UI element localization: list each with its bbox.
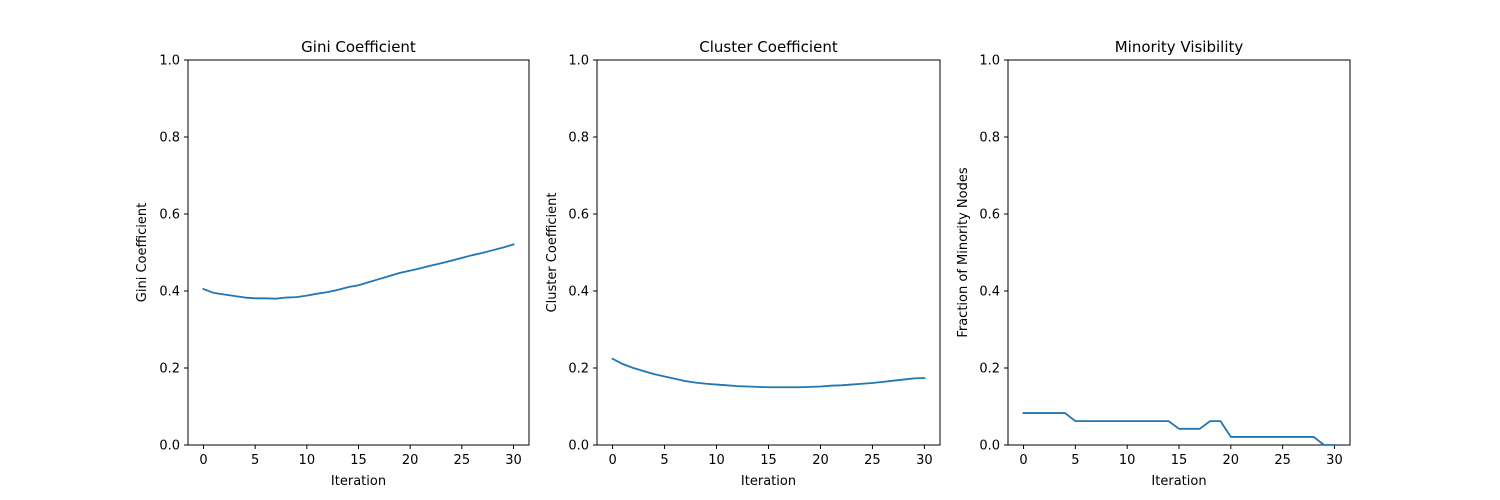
cluster-coefficient-panel: Cluster Coefficient Iteration Cluster Co… xyxy=(545,38,941,489)
x-tick-label: 5 xyxy=(251,453,259,468)
gini-coefficient-panel: Gini Coefficient Iteration Gini Coeffici… xyxy=(135,38,530,489)
x-tick-label: 10 xyxy=(1119,453,1136,468)
y-tick-label: 0.8 xyxy=(159,131,180,146)
y-tick-label: 0.2 xyxy=(159,362,180,377)
x-tick-label: 15 xyxy=(350,453,367,468)
x-tick-label: 30 xyxy=(505,453,522,468)
x-tick-label: 20 xyxy=(1223,453,1240,468)
minority-visibility-panel: Minority Visibility Iteration Fraction o… xyxy=(956,38,1351,489)
y-tick-label: 1.0 xyxy=(568,54,589,69)
y-tick-label: 1.0 xyxy=(159,54,180,69)
x-axis-label: Iteration xyxy=(741,474,796,489)
y-tick-label: 0.6 xyxy=(159,208,180,223)
series-line xyxy=(202,243,515,300)
plot-area-frame xyxy=(596,59,941,446)
axis-ticks: 0 5 10 15 20 25 30 0.0 0.2 0.4 0.6 0.8 1.0 xyxy=(979,54,1342,469)
y-tick-label: 0.4 xyxy=(159,285,180,300)
x-tick-label: 20 xyxy=(812,453,829,468)
x-tick-label: 0 xyxy=(608,453,616,468)
x-axis-label: Iteration xyxy=(331,474,386,489)
y-tick-label: 0.8 xyxy=(568,131,589,146)
series-line xyxy=(1022,412,1336,446)
y-tick-label: 1.0 xyxy=(979,54,1000,69)
y-tick-label: 0.4 xyxy=(568,285,589,300)
axis-ticks: 0 5 10 15 20 25 30 0.0 0.2 0.4 0.6 0.8 1.0 xyxy=(568,54,932,469)
x-tick-label: 10 xyxy=(299,453,316,468)
plot-title: Cluster Coefficient xyxy=(699,38,838,56)
x-tick-label: 30 xyxy=(1326,453,1343,468)
x-axis-label: Iteration xyxy=(1151,474,1206,489)
y-tick-label: 0.2 xyxy=(979,362,1000,377)
x-tick-label: 15 xyxy=(1171,453,1188,468)
x-tick-label: 20 xyxy=(402,453,419,468)
y-tick-label: 0.6 xyxy=(568,208,589,223)
y-tick-label: 0.0 xyxy=(159,439,180,454)
series-line xyxy=(611,357,926,389)
y-axis-label: Fraction of Minority Nodes xyxy=(956,167,971,338)
axis-ticks: 0 5 10 15 20 25 30 0.0 0.2 0.4 0.6 0.8 1.0 xyxy=(159,54,521,469)
plot-area-frame xyxy=(1007,59,1351,446)
y-tick-label: 0.2 xyxy=(568,362,589,377)
x-tick-label: 10 xyxy=(708,453,725,468)
x-tick-label: 25 xyxy=(864,453,881,468)
series-lines xyxy=(202,243,515,300)
y-axis-label: Gini Coefficient xyxy=(135,203,150,302)
y-tick-label: 0.6 xyxy=(979,208,1000,223)
y-tick-label: 0.0 xyxy=(568,439,589,454)
series-lines xyxy=(611,357,926,389)
plot-area-frame xyxy=(187,59,530,446)
x-tick-label: 25 xyxy=(1274,453,1291,468)
plot-title: Minority Visibility xyxy=(1115,38,1244,56)
series-lines xyxy=(1022,412,1336,446)
x-tick-label: 0 xyxy=(1019,453,1027,468)
x-tick-label: 5 xyxy=(1071,453,1079,468)
y-axis-label: Cluster Coefficient xyxy=(545,193,560,313)
x-tick-label: 15 xyxy=(760,453,777,468)
x-tick-label: 30 xyxy=(916,453,933,468)
plot-title: Gini Coefficient xyxy=(301,38,416,56)
y-tick-label: 0.0 xyxy=(979,439,1000,454)
y-tick-label: 0.4 xyxy=(979,285,1000,300)
x-tick-label: 5 xyxy=(660,453,668,468)
x-tick-label: 0 xyxy=(199,453,207,468)
x-tick-label: 25 xyxy=(454,453,471,468)
y-tick-label: 0.8 xyxy=(979,131,1000,146)
